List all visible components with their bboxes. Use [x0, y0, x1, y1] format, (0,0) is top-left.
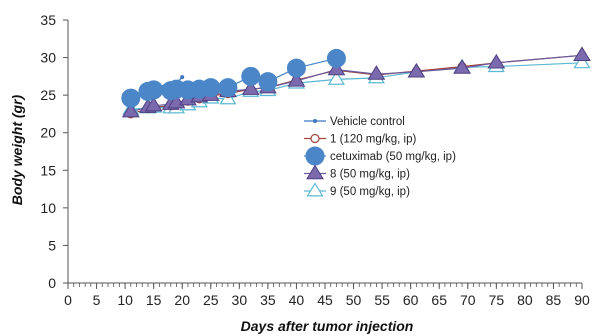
x-tick-label: 35: [260, 292, 276, 308]
data-point-series-3: [487, 53, 506, 69]
data-point-series-2: [286, 58, 306, 78]
series-markers: [121, 46, 591, 119]
x-tick-label: 20: [174, 292, 190, 308]
y-axis-title: Body weight (gr): [9, 94, 25, 205]
y-tick-label: 15: [40, 162, 56, 178]
x-axis-title: Days after tumor injection: [241, 318, 414, 334]
data-point-series-3: [241, 80, 260, 95]
x-tick-label: 0: [64, 292, 72, 308]
legend-marker-2: [305, 146, 325, 166]
legend-marker-0: [313, 119, 317, 123]
x-tick-label: 10: [117, 292, 133, 308]
y-tick-label: 30: [40, 50, 56, 66]
legend-marker-4: [306, 182, 324, 197]
x-tick-label: 55: [374, 292, 390, 308]
x-tick-label: 85: [546, 292, 562, 308]
data-point-series-3: [144, 96, 163, 112]
y-tick-label: 35: [40, 12, 56, 28]
legend-label-3: 8 (50 mg/kg, ip): [330, 169, 410, 181]
legend-label-2: cetuximab (50 mg/kg, ip): [330, 151, 456, 163]
legend-label-0: Vehicle control: [330, 116, 405, 128]
y-tick-label: 10: [40, 200, 56, 216]
legend-marker-1: [310, 133, 320, 144]
axes: 0 5 10 15 20 25 30 35 0 5 10 15 20 25 30 35 40 45 50 55 60 65…: [40, 12, 590, 308]
legend-marker-3: [306, 164, 324, 180]
x-tick-label: 45: [317, 292, 333, 308]
data-point-series-3: [121, 102, 140, 118]
data-point-series-4: [573, 54, 591, 69]
x-tick-label: 5: [93, 292, 101, 308]
data-point-series-2: [241, 66, 261, 86]
y-tick-label: 25: [40, 87, 56, 103]
x-tick-label: 25: [203, 292, 219, 308]
legend: Vehicle control 1 (120 mg/kg, ip) cetuxima…: [304, 116, 456, 198]
data-point-series-2: [218, 78, 238, 98]
data-point-series-3: [407, 62, 426, 78]
data-point-series-3: [367, 65, 386, 80]
data-point-series-2: [258, 72, 278, 92]
y-tick-label: 5: [48, 237, 56, 253]
data-point-series-0: [180, 75, 185, 80]
data-point-series-4: [327, 70, 345, 85]
x-tick-label: 15: [146, 292, 162, 308]
data-point-series-3: [287, 71, 306, 87]
x-tick-label: 90: [574, 292, 590, 308]
x-tick-label: 40: [289, 292, 305, 308]
x-tick-label: 65: [431, 292, 447, 308]
y-tick-label: 0: [48, 275, 56, 291]
x-tick-label: 70: [460, 292, 476, 308]
data-point-series-3: [453, 59, 471, 74]
x-tick-label: 50: [346, 292, 362, 308]
x-tick-label: 80: [517, 292, 533, 308]
data-point-series-3: [327, 60, 346, 76]
data-point-series-2: [121, 88, 141, 108]
x-tick-label: 30: [232, 292, 248, 308]
data-point-series-3: [573, 46, 591, 62]
y-tick-label: 20: [40, 125, 56, 141]
x-tick-label: 75: [489, 292, 505, 308]
data-point-series-2: [144, 80, 164, 100]
data-point-series-2: [201, 78, 221, 98]
legend-label-4: 9 (50 mg/kg, ip): [330, 186, 410, 198]
legend-label-1: 1 (120 mg/kg, ip): [330, 134, 416, 146]
data-point-series-2: [326, 48, 346, 68]
x-tick-label: 60: [403, 292, 419, 308]
